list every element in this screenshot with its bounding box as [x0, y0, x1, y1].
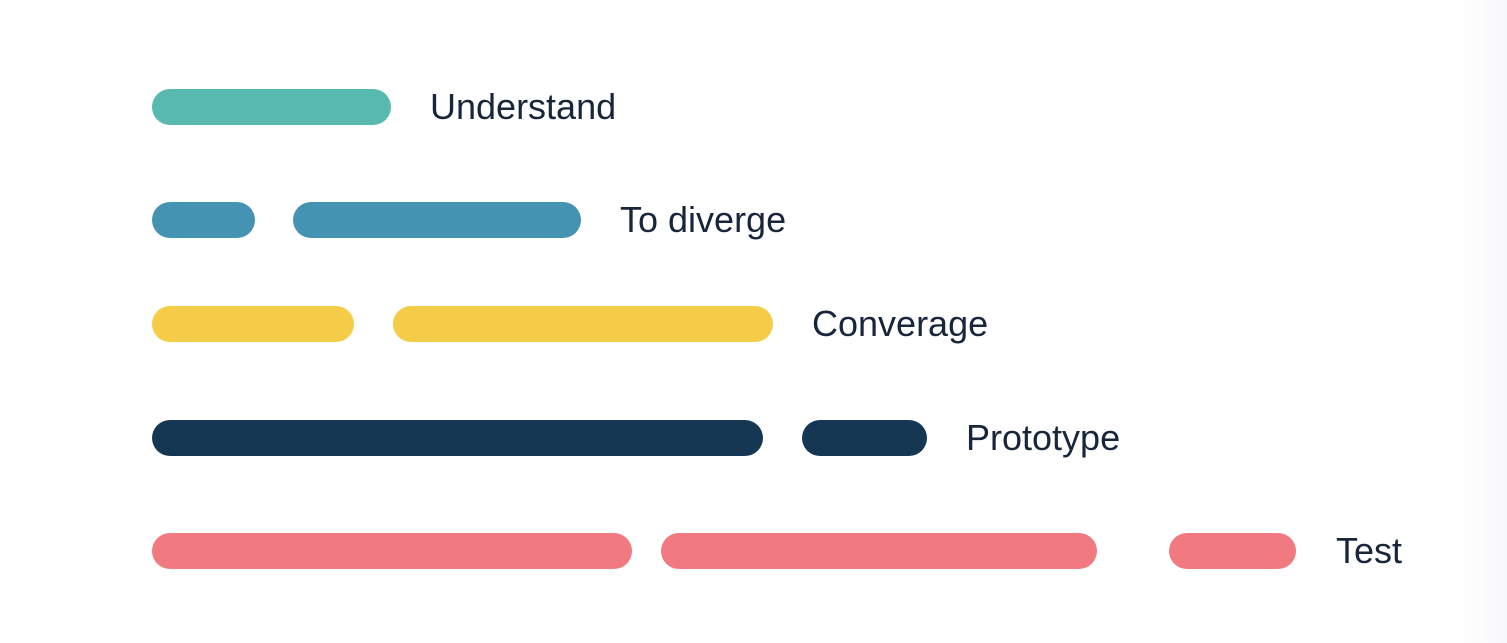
prototype-label: Prototype: [966, 417, 1121, 458]
converge-bar-segment: [152, 306, 354, 342]
phase-row-prototype: Prototype: [0, 417, 1507, 458]
right-edge-shade: [1457, 0, 1507, 643]
phase-row-test: Test: [0, 530, 1507, 571]
prototype-bar-segment: [152, 420, 763, 456]
diverge-label: To diverge: [620, 199, 787, 240]
phase-row-converge: Converage: [0, 303, 1507, 344]
diverge-bar-segment: [152, 202, 255, 238]
converge-bar-segment: [393, 306, 773, 342]
phase-row-understand: Understand: [0, 86, 1507, 127]
prototype-bar-segment: [802, 420, 927, 456]
test-bar-segment: [661, 533, 1097, 569]
diverge-bar-segment: [293, 202, 581, 238]
understand-bar-segment: [152, 89, 391, 125]
converge-label: Converage: [812, 303, 989, 344]
phase-row-diverge: To diverge: [0, 199, 1507, 240]
test-bar-segment: [152, 533, 632, 569]
understand-label: Understand: [430, 86, 617, 127]
test-bar-segment: [1169, 533, 1296, 569]
test-label: Test: [1336, 530, 1403, 571]
